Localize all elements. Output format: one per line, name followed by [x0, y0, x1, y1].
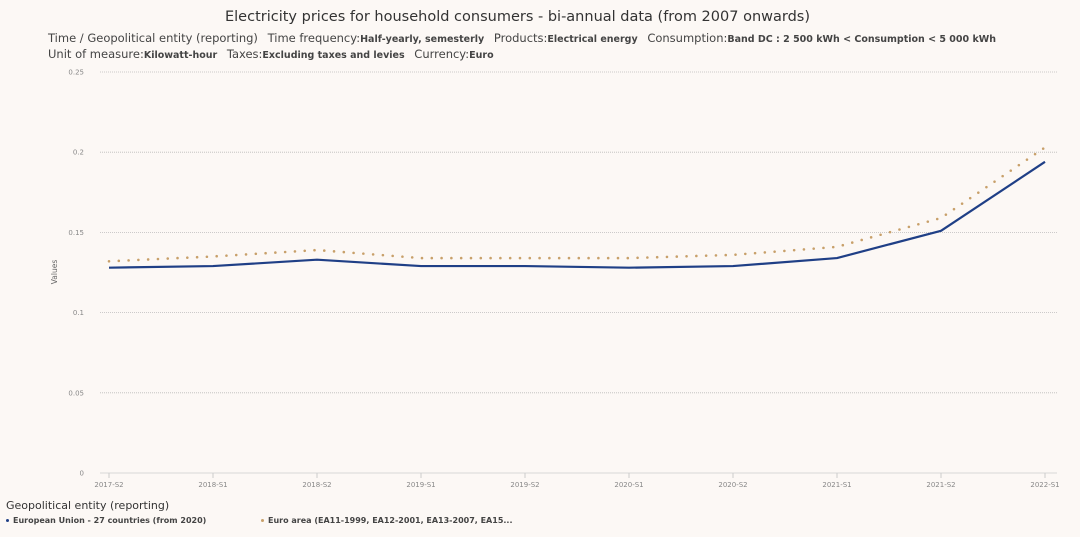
- series-euro-area: [107, 146, 1047, 263]
- x-tick-label: 2019-S1: [406, 481, 435, 489]
- subtitle-item: Consumption:Band DC : 2 500 kWh < Consum…: [647, 31, 996, 45]
- series-line: [107, 146, 1047, 263]
- x-tick-label: 2020-S1: [614, 481, 643, 489]
- subtitle-item: Time / Geopolitical entity (reporting): [48, 31, 258, 45]
- series-european-union: [108, 160, 1046, 269]
- legend-item-eu[interactable]: European Union - 27 countries (from 2020…: [6, 516, 206, 525]
- legend-marker-icon: [6, 519, 9, 522]
- x-tick-label: 2018-S2: [302, 481, 331, 489]
- y-tick-label: 0.25: [68, 69, 84, 77]
- x-tick-label: 2021-S2: [926, 481, 955, 489]
- series-line: [108, 160, 1046, 269]
- legend-label: Euro area (EA11-1999, EA12-2001, EA13-20…: [268, 516, 513, 525]
- legend-title: Geopolitical entity (reporting): [6, 499, 170, 512]
- y-tick-label: 0.05: [68, 389, 84, 397]
- legend-label: European Union - 27 countries (from 2020…: [13, 516, 207, 525]
- y-tick-label: 0.15: [68, 229, 84, 237]
- x-tick-label: 2017-S2: [94, 481, 123, 489]
- subtitle-item: Taxes:Excluding taxes and levies: [226, 47, 405, 61]
- grid-lines: [100, 71, 1057, 394]
- y-tick-label: 0.1: [73, 309, 84, 317]
- subtitle-item: Unit of measure:Kilowatt-hour: [48, 47, 218, 61]
- legend-marker-icon: [261, 519, 264, 522]
- y-axis-label: Values: [50, 260, 59, 285]
- series-group: [107, 146, 1047, 269]
- y-tick-label: 0.2: [73, 149, 84, 157]
- chart-subtitle: Time / Geopolitical entity (reporting) T…: [48, 31, 1008, 63]
- x-tick-label: 2022-S1: [1030, 481, 1059, 489]
- x-tick-label: 2021-S1: [822, 481, 851, 489]
- x-tick-label: 2018-S1: [198, 481, 227, 489]
- y-tick-label: 0: [80, 470, 84, 478]
- legend-item-euro-area[interactable]: Euro area (EA11-1999, EA12-2001, EA13-20…: [261, 516, 513, 525]
- subtitle-item: Currency:Euro: [414, 47, 494, 61]
- subtitle-item: Products:Electrical energy: [493, 31, 638, 45]
- y-axis-ticks: 0 0.05 0.1 0.15 0.2 0.25: [68, 69, 84, 478]
- x-tick-label: 2019-S2: [510, 481, 539, 489]
- chart-title: Electricity prices for household consume…: [224, 9, 810, 25]
- x-tick-label: 2020-S2: [718, 481, 747, 489]
- subtitle-item: Time frequency:Half-yearly, semesterly: [267, 31, 485, 45]
- x-axis: 2017-S2 2018-S1 2018-S2 2019-S1 2019-S2 2020-…: [94, 472, 1060, 489]
